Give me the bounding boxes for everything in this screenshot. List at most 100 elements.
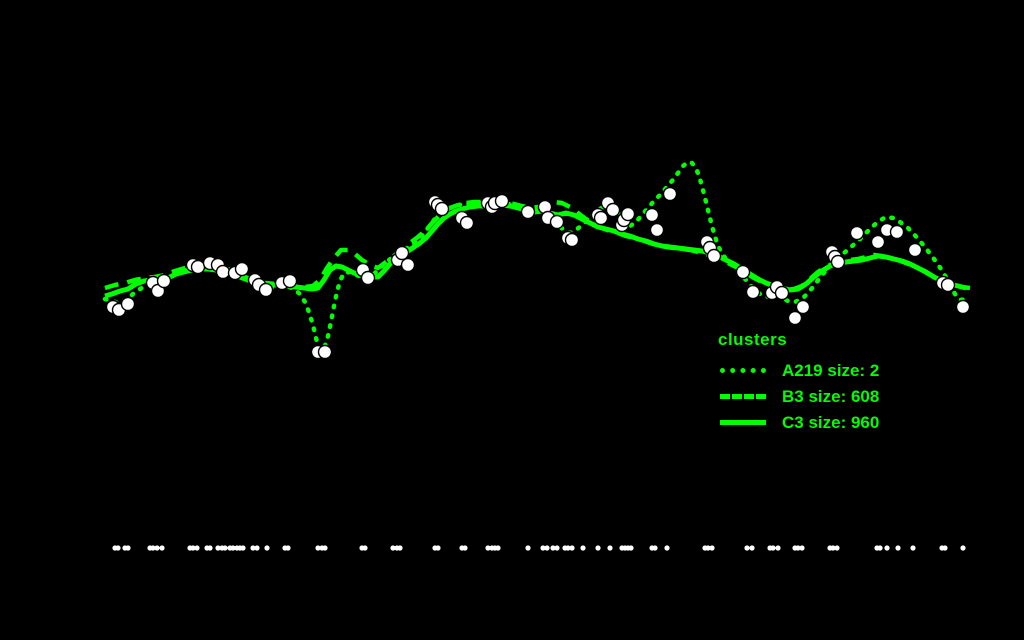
data-point-marker xyxy=(662,186,678,202)
dotted-line-swatch-icon xyxy=(720,367,766,373)
rug-dot xyxy=(550,545,556,551)
legend-row-b3: B3 size: 608 xyxy=(716,383,879,409)
data-point-marker xyxy=(907,242,923,258)
rug-dot xyxy=(254,545,260,551)
rug-dot xyxy=(830,545,836,551)
data-point-marker xyxy=(520,204,536,220)
rug-dot xyxy=(390,545,396,551)
data-point-marker xyxy=(795,299,811,315)
rug-dot xyxy=(362,545,368,551)
rug-dot xyxy=(960,545,966,551)
rug-dot xyxy=(749,545,755,551)
data-point-marker xyxy=(735,264,751,280)
rug-dot xyxy=(540,545,546,551)
data-point-marker xyxy=(215,264,231,280)
data-point-marker xyxy=(830,254,846,270)
rug-dot xyxy=(554,545,560,551)
rug-dot xyxy=(705,545,711,551)
data-point-marker xyxy=(400,257,416,273)
rug-dot xyxy=(125,545,131,551)
rug-dot xyxy=(250,545,256,551)
solid-line-swatch-icon xyxy=(720,419,766,425)
rug-dot xyxy=(154,545,160,551)
rug-dot xyxy=(770,545,776,551)
data-point-marker xyxy=(644,207,660,223)
data-point-marker xyxy=(870,234,886,250)
rug-dot xyxy=(884,545,890,551)
legend: clusters A219 size: 2 B3 size: 608 C3 si… xyxy=(716,331,879,435)
rug-dot xyxy=(895,545,901,551)
rug-dot xyxy=(159,545,165,551)
data-point-marker xyxy=(564,232,580,248)
rug-dot xyxy=(264,545,270,551)
rug-dot xyxy=(240,545,246,551)
rug-dot xyxy=(580,545,586,551)
rug-dot xyxy=(462,545,468,551)
data-point-marker xyxy=(706,248,722,264)
rug-dot xyxy=(565,545,571,551)
data-point-marker xyxy=(745,284,761,300)
rug-dot xyxy=(607,545,613,551)
data-point-marker xyxy=(156,273,172,289)
data-point-marker xyxy=(434,201,450,217)
data-point-marker xyxy=(774,285,790,301)
rug-dot xyxy=(435,545,441,551)
rug-dot xyxy=(664,545,670,551)
data-point-marker xyxy=(494,193,510,209)
rug-dot xyxy=(222,545,228,551)
legend-row-c3: C3 size: 960 xyxy=(716,409,879,435)
data-point-marker xyxy=(258,282,274,298)
rug-dot xyxy=(285,545,291,551)
data-point-marker xyxy=(849,225,865,241)
rug-dot xyxy=(397,545,403,551)
rug-dot xyxy=(115,545,121,551)
rug-dot xyxy=(595,545,601,551)
legend-label-b3: B3 size: 608 xyxy=(782,386,880,406)
rug-dot xyxy=(315,545,321,551)
data-point-marker xyxy=(940,277,956,293)
data-point-marker xyxy=(620,206,636,222)
data-point-marker xyxy=(889,224,905,240)
rug-dot xyxy=(569,545,575,551)
legend-label-c3: C3 size: 960 xyxy=(782,412,880,432)
rug-dot xyxy=(652,545,658,551)
rug-dot xyxy=(942,545,948,551)
rug-dot xyxy=(215,545,221,551)
data-point-marker xyxy=(190,259,206,275)
rug-dot xyxy=(495,545,501,551)
legend-label-a219: A219 size: 2 xyxy=(782,360,880,380)
data-point-marker xyxy=(394,245,410,261)
rug-dot xyxy=(709,545,715,551)
data-point-marker xyxy=(317,344,333,360)
rug-dot xyxy=(628,545,634,551)
rug-dot xyxy=(230,545,236,551)
rug-dot xyxy=(744,545,750,551)
rug-dot xyxy=(485,545,491,551)
rug-dot xyxy=(194,545,200,551)
rug-dot xyxy=(150,545,156,551)
data-point-marker xyxy=(282,273,298,289)
dashed-line-swatch-icon xyxy=(720,393,766,399)
legend-row-a219: A219 size: 2 xyxy=(716,357,879,383)
data-point-marker xyxy=(549,214,565,230)
rug-dot xyxy=(877,545,883,551)
data-point-marker xyxy=(459,215,475,231)
data-point-marker xyxy=(605,202,621,218)
rug-dot xyxy=(795,545,801,551)
rug-dot xyxy=(544,545,550,551)
data-point-marker xyxy=(649,222,665,238)
rug-dot xyxy=(322,545,328,551)
rug-dot xyxy=(207,545,213,551)
data-point-marker xyxy=(955,299,971,315)
rug-dot xyxy=(910,545,916,551)
rug-dot xyxy=(190,545,196,551)
data-point-marker xyxy=(120,296,136,312)
data-point-marker xyxy=(593,210,609,226)
rug-dot xyxy=(799,545,805,551)
data-point-marker xyxy=(360,270,376,286)
rug-dot xyxy=(834,545,840,551)
data-point-marker xyxy=(787,310,803,326)
rug-dot xyxy=(775,545,781,551)
